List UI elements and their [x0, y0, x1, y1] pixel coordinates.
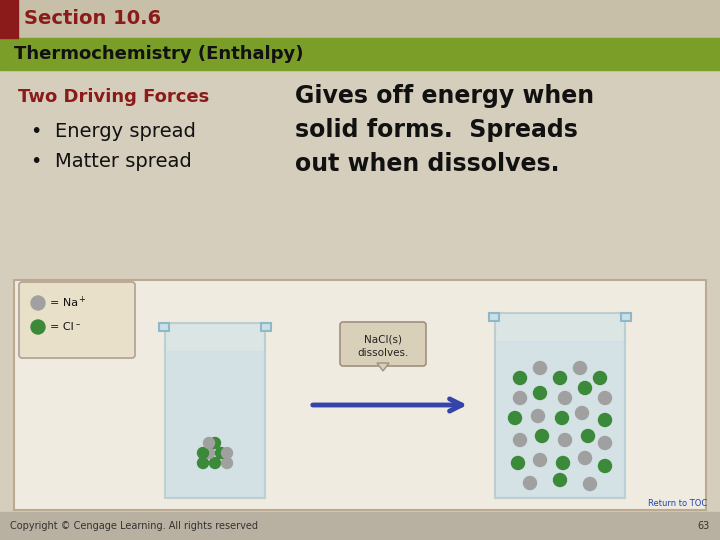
Ellipse shape [574, 361, 587, 375]
Text: –: – [76, 321, 80, 329]
Text: •: • [30, 152, 41, 171]
Ellipse shape [556, 411, 569, 424]
Ellipse shape [31, 320, 45, 334]
Ellipse shape [583, 477, 596, 490]
Ellipse shape [598, 436, 611, 449]
Ellipse shape [222, 457, 233, 469]
Bar [159, 323, 169, 331]
Ellipse shape [523, 476, 536, 489]
Text: = Na: = Na [50, 298, 78, 308]
Ellipse shape [554, 372, 567, 384]
Ellipse shape [197, 448, 209, 458]
Text: Energy spread: Energy spread [55, 122, 196, 141]
Ellipse shape [559, 392, 572, 404]
Ellipse shape [557, 456, 570, 469]
Text: Copyright © Cengage Learning. All rights reserved: Copyright © Cengage Learning. All rights… [10, 521, 258, 531]
Bar [497, 341, 623, 496]
Bar [167, 351, 263, 496]
Ellipse shape [559, 434, 572, 447]
Ellipse shape [536, 429, 549, 442]
Text: out when dissolves.: out when dissolves. [295, 152, 559, 176]
Ellipse shape [598, 414, 611, 427]
Ellipse shape [578, 381, 592, 395]
Ellipse shape [513, 372, 526, 384]
Ellipse shape [215, 448, 227, 458]
Text: •: • [30, 122, 41, 141]
Ellipse shape [197, 457, 209, 469]
Ellipse shape [511, 456, 524, 469]
Ellipse shape [598, 460, 611, 472]
Text: Return to TOC: Return to TOC [648, 499, 707, 508]
Bar [0, 512, 720, 540]
Ellipse shape [582, 429, 595, 442]
Text: Thermochemistry (Enthalpy): Thermochemistry (Enthalpy) [14, 45, 304, 63]
Bar [621, 313, 631, 321]
Ellipse shape [531, 409, 544, 422]
Ellipse shape [31, 296, 45, 310]
Ellipse shape [578, 451, 592, 464]
Ellipse shape [204, 448, 215, 458]
Bar [261, 323, 271, 331]
Ellipse shape [210, 437, 220, 449]
Ellipse shape [593, 372, 606, 384]
Ellipse shape [513, 392, 526, 404]
Ellipse shape [554, 474, 567, 487]
Text: Section 10.6: Section 10.6 [24, 10, 161, 29]
FancyBboxPatch shape [495, 313, 625, 498]
Ellipse shape [513, 434, 526, 447]
Bar [0, 38, 720, 70]
Text: +: + [78, 295, 85, 305]
Text: Gives off energy when: Gives off energy when [295, 84, 594, 108]
Bar [0, 0, 720, 38]
FancyBboxPatch shape [165, 323, 265, 498]
FancyBboxPatch shape [340, 322, 426, 366]
Bar [0, 0, 18, 38]
Ellipse shape [508, 411, 521, 424]
Ellipse shape [534, 454, 546, 467]
Text: solid forms.  Spreads: solid forms. Spreads [295, 118, 578, 142]
Ellipse shape [204, 437, 215, 449]
Ellipse shape [210, 457, 220, 469]
Text: = Cl: = Cl [50, 322, 73, 332]
Text: Matter spread: Matter spread [55, 152, 192, 171]
Ellipse shape [534, 361, 546, 375]
Ellipse shape [534, 387, 546, 400]
Bar [14, 280, 706, 510]
Text: Two Driving Forces: Two Driving Forces [18, 88, 210, 106]
Ellipse shape [222, 448, 233, 458]
FancyBboxPatch shape [19, 282, 135, 358]
Ellipse shape [598, 392, 611, 404]
Text: NaCl(s)
dissolves.: NaCl(s) dissolves. [357, 334, 409, 357]
Bar [489, 313, 499, 321]
Polygon shape [377, 363, 389, 371]
Text: 63: 63 [698, 521, 710, 531]
Ellipse shape [575, 407, 588, 420]
